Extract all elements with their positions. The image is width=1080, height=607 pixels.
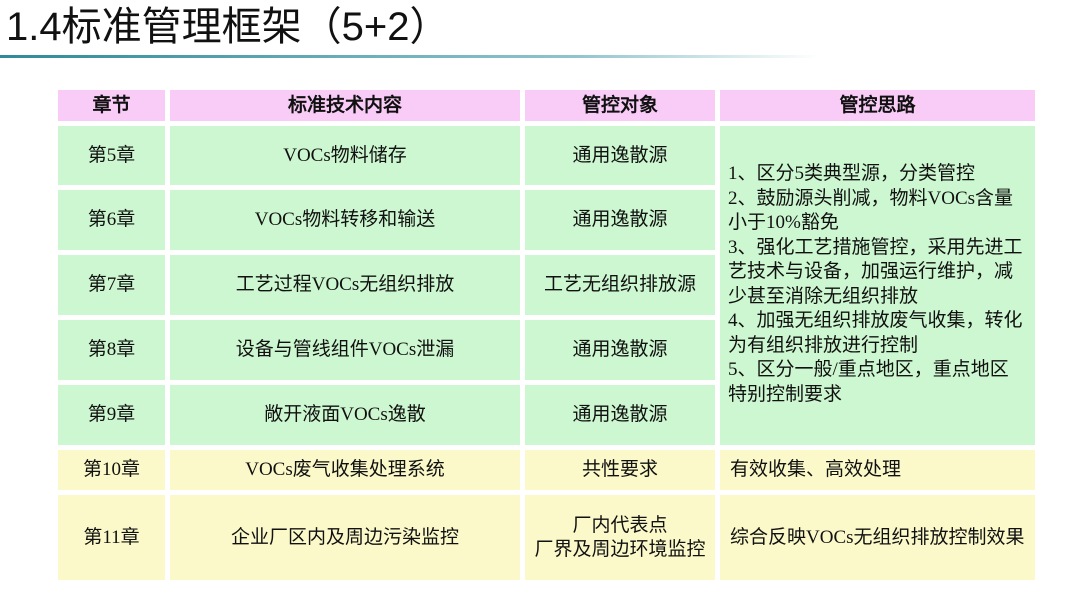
cell-target: 通用逸散源 [525,190,715,250]
merged-idea-cell: 1、区分5类典型源，分类管控 2、鼓励源头削减，物料VOCs含量小于10%豁免 … [720,126,1035,445]
cell-content: 工艺过程VOCs无组织排放 [170,255,520,315]
idea-line: 3、强化工艺措施管控，采用先进工艺技术与设备，加强运行维护，减少甚至消除无组织排… [728,236,1023,307]
cell-target: 通用逸散源 [525,320,715,380]
header-target: 管控对象 [525,90,715,121]
header-chapter: 章节 [58,90,165,121]
cell-target: 共性要求 [525,450,715,490]
cell-content: 设备与管线组件VOCs泄漏 [170,320,520,380]
cell-content: 企业厂区内及周边污染监控 [170,495,520,580]
cell-idea: 有效收集、高效处理 [720,450,1035,490]
cell-chapter: 第9章 [58,385,165,445]
cell-target: 通用逸散源 [525,385,715,445]
cell-idea: 综合反映VOCs无组织排放控制效果 [720,495,1035,580]
idea-line: 1、区分5类典型源，分类管控 [728,163,976,184]
cell-content: VOCs废气收集处理系统 [170,450,520,490]
cell-content: VOCs物料转移和输送 [170,190,520,250]
title-divider [0,55,820,58]
idea-line: 4、加强无组织排放废气收集，转化为有组织排放进行控制 [728,310,1023,356]
cell-chapter: 第8章 [58,320,165,380]
cell-chapter: 第7章 [58,255,165,315]
cell-content: VOCs物料储存 [170,126,520,185]
cell-target: 厂内代表点 厂界及周边环境监控 [525,495,715,580]
cell-target: 工艺无组织排放源 [525,255,715,315]
cell-chapter: 第6章 [58,190,165,250]
cell-target: 通用逸散源 [525,126,715,185]
header-content: 标准技术内容 [170,90,520,121]
cell-chapter: 第11章 [58,495,165,580]
cell-chapter: 第5章 [58,126,165,185]
idea-line: 2、鼓励源头削减，物料VOCs含量小于10%豁免 [728,187,1014,234]
page-title: 1.4标准管理框架（5+2） [6,5,450,49]
idea-line: 5、区分一般/重点地区，重点地区特别控制要求 [728,359,1009,405]
header-idea: 管控思路 [720,90,1035,121]
cell-content: 敞开液面VOCs逸散 [170,385,520,445]
cell-chapter: 第10章 [58,450,165,490]
